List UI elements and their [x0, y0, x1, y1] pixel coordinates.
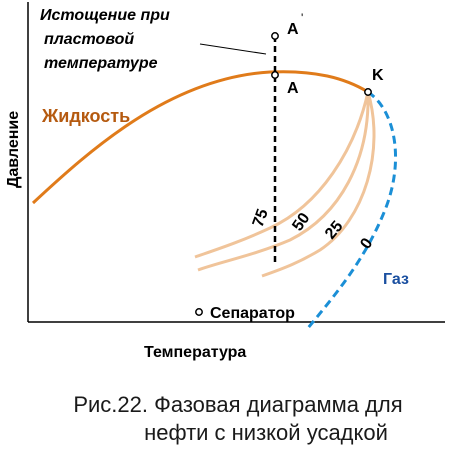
figure-caption-line-2: нефти с низкой усадкой	[144, 420, 388, 445]
x-axis-label: Температура	[144, 344, 246, 361]
liquid-label: Жидкость	[41, 106, 130, 126]
gas-label: Газ	[383, 271, 409, 288]
point-a-label: A	[287, 80, 299, 97]
point-a-marker	[271, 71, 279, 79]
point-a-prime-mark: '	[301, 11, 303, 25]
annotation-line-2: пластовой	[44, 31, 134, 48]
quality-label-25: 25	[322, 218, 347, 243]
point-a-prime-marker	[271, 32, 279, 40]
separator-marker	[195, 308, 203, 316]
annotation-line-1: Истощение при	[40, 7, 170, 24]
separator-label: Сепаратор	[210, 305, 295, 322]
point-a-prime-label: A	[287, 21, 299, 38]
quality-line-75	[194, 91, 370, 259]
quality-line-25	[261, 91, 376, 278]
annotation-leader	[199, 43, 267, 55]
quality-line-50	[197, 91, 370, 272]
critical-point-marker	[364, 88, 372, 96]
critical-point-label: K	[372, 67, 384, 84]
figure-caption-line-1: Рис.22. Фазовая диаграмма для	[73, 392, 403, 417]
y-axis-label: Давление	[5, 111, 22, 188]
quality-label-75: 75	[250, 207, 272, 230]
annotation-line-3: температуре	[44, 55, 158, 72]
dew-point-curve	[306, 90, 397, 329]
bubble-point-curve	[31, 70, 369, 205]
